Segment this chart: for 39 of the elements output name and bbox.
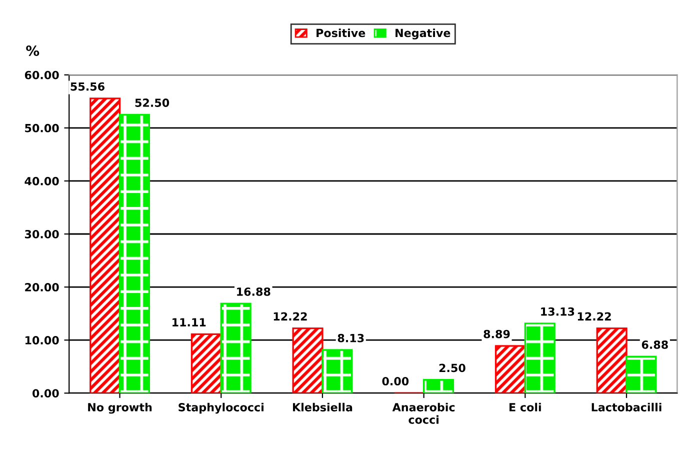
bar xyxy=(422,379,454,394)
bar xyxy=(524,322,556,394)
legend-label: Positive xyxy=(316,28,366,38)
bar xyxy=(220,302,252,394)
data-label: 16.88 xyxy=(237,287,270,296)
bar xyxy=(292,327,324,394)
data-label: 2.50 xyxy=(439,364,466,372)
y-tick-label: 10.00 xyxy=(25,336,59,344)
bar xyxy=(626,356,657,394)
bar xyxy=(90,98,121,394)
legend-label: Negative xyxy=(396,28,450,40)
data-label: 0.00 xyxy=(382,377,409,386)
data-label: 8.89 xyxy=(484,330,510,338)
x-tick-label: E coli xyxy=(510,402,541,412)
y-tick-label: 50.00 xyxy=(25,124,59,132)
y-tick-label: 60.00 xyxy=(24,70,59,80)
x-tick-label: Klebsiella xyxy=(292,402,352,412)
bar xyxy=(322,349,353,394)
data-label: 6.88 xyxy=(642,340,668,349)
y-tick-label: 40.00 xyxy=(24,176,59,186)
y-tick-label: 0.00 xyxy=(32,389,59,398)
x-tick-label: Lactobacilli xyxy=(592,402,662,412)
data-label: 12.22 xyxy=(274,312,307,320)
y-tick-label: 30.00 xyxy=(24,230,59,238)
x-tick-label: Anaerobic cocci xyxy=(392,402,455,424)
bar xyxy=(596,327,628,394)
x-tick-label: Staphylococci xyxy=(178,402,264,414)
x-tick-label: No growth xyxy=(88,402,152,414)
data-label: 12.22 xyxy=(578,312,611,320)
data-label: 11.11 xyxy=(172,318,206,326)
data-label: 8.13 xyxy=(338,334,364,342)
data-label: 13.13 xyxy=(541,307,574,316)
data-label: 55.56 xyxy=(70,82,104,91)
bar xyxy=(190,333,222,394)
y-tick-label: 20.00 xyxy=(25,283,59,292)
y-axis-title: % xyxy=(26,45,40,56)
bar xyxy=(118,114,150,394)
data-label: 52.50 xyxy=(135,98,170,107)
bar xyxy=(494,345,526,394)
